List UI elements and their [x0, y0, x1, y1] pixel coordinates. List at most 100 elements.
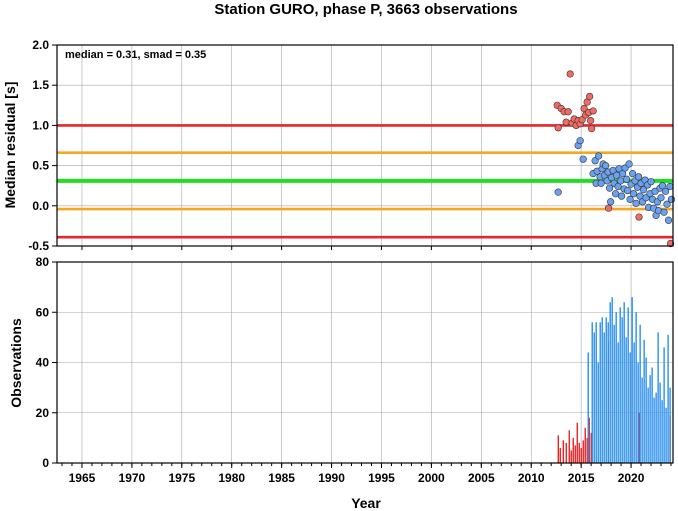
data-bar: [572, 437, 574, 463]
data-point: [611, 190, 620, 198]
data-point: [657, 194, 665, 202]
data-bar: [607, 322, 609, 463]
y-tick-label: 1.0: [32, 118, 49, 132]
data-point: [589, 107, 597, 115]
data-point: [660, 208, 668, 216]
data-point: [629, 190, 638, 198]
data-bar: [582, 440, 584, 463]
data-point: [562, 118, 570, 126]
data-bar: [599, 322, 601, 463]
data-point: [667, 195, 676, 203]
x-tick-label: 1975: [168, 471, 195, 485]
data-bar: [665, 407, 667, 463]
x-tick-label: 2015: [568, 471, 595, 485]
observations-y-axis-label: Observations: [8, 318, 24, 408]
observations-panel: 80 60 40 20 0 1965 1970 1975 1980 1985 1990 1995 200…: [8, 255, 674, 511]
data-bar: [578, 442, 580, 463]
data-point: [607, 198, 615, 206]
data-bar: [657, 332, 659, 463]
data-bar: [655, 392, 657, 463]
data-point: [595, 152, 603, 160]
data-bar: [631, 297, 633, 463]
y-tick-label: 40: [36, 356, 50, 370]
residual-y-axis-label: Median residual [s]: [2, 82, 18, 209]
x-tick-label: 1980: [218, 471, 245, 485]
y-tick-label: 0.5: [32, 159, 49, 173]
data-bar: [627, 307, 629, 463]
x-tick-label: 1995: [368, 471, 395, 485]
data-point: [586, 92, 594, 101]
data-bar: [587, 352, 589, 463]
data-point: [635, 213, 643, 221]
data-point: [647, 178, 655, 186]
data-bar: [669, 387, 671, 463]
data-point: [612, 171, 621, 179]
data-bar: [635, 312, 637, 463]
residual-points: [553, 70, 676, 248]
data-bar: [661, 400, 663, 463]
data-point: [617, 192, 626, 200]
data-point: [625, 160, 633, 168]
x-tick-label: 1970: [119, 471, 146, 485]
x-tick-label: 1965: [69, 471, 96, 485]
data-bar: [574, 445, 576, 463]
data-point: [602, 162, 610, 170]
data-bar: [580, 447, 582, 463]
observations-ticks: 80 60 40 20 0 1965 1970 1975 1980 1985 1990 1995 200…: [36, 255, 672, 485]
data-bar: [659, 382, 661, 463]
data-bar: [588, 417, 590, 463]
x-tick-label: 1985: [268, 471, 295, 485]
data-bar: [637, 362, 639, 463]
data-bar: [576, 422, 578, 463]
data-bar: [643, 339, 645, 463]
data-bar: [615, 312, 617, 463]
data-bar: [667, 334, 669, 463]
data-bar: [651, 367, 653, 463]
data-bar: [663, 347, 665, 463]
chart-title: Station GURO, phase P, 3663 observations: [214, 1, 517, 18]
data-point: [588, 125, 596, 133]
data-point: [597, 179, 605, 187]
data-point: [554, 124, 562, 132]
data-point: [651, 187, 659, 195]
x-axis-label: Year: [351, 495, 381, 511]
data-bar: [619, 307, 621, 463]
data-bar: [623, 302, 625, 463]
data-point: [591, 157, 599, 165]
residual-panel: 2.0 1.5 1.0 0.5 0.0 -0.5 median = 0.31, smad …: [2, 38, 676, 253]
data-point: [666, 239, 675, 248]
data-point: [623, 186, 632, 195]
data-bar: [603, 332, 605, 463]
y-tick-label: 20: [36, 406, 50, 420]
y-tick-label: -0.5: [28, 239, 49, 253]
y-tick-label: 60: [36, 305, 50, 319]
y-tick-label: 2.0: [32, 38, 49, 52]
data-bar: [621, 317, 623, 463]
data-point: [564, 108, 572, 116]
data-bar: [570, 450, 572, 463]
stats-annotation: median = 0.31, smad = 0.35: [65, 49, 206, 61]
data-bar: [601, 317, 603, 463]
data-point: [661, 187, 670, 195]
data-point: [658, 182, 667, 190]
data-bar: [597, 362, 599, 463]
data-point: [639, 186, 648, 194]
observation-bars: [557, 297, 671, 463]
residual-ticks: 2.0 1.5 1.0 0.5 0.0 -0.5: [28, 38, 632, 253]
data-bar: [629, 352, 631, 463]
data-point: [576, 137, 584, 145]
data-point: [663, 200, 671, 208]
data-bar: [645, 357, 647, 463]
residual-plot-frame: [56, 44, 674, 247]
x-tick-label: 2020: [618, 471, 645, 485]
data-bar: [590, 432, 592, 463]
data-bar: [559, 447, 561, 463]
data-point: [578, 116, 586, 124]
data-bar: [609, 302, 611, 463]
data-bar: [593, 332, 595, 463]
data-point: [634, 173, 643, 181]
y-tick-label: 0: [42, 456, 49, 470]
data-point: [664, 216, 673, 224]
data-bar: [584, 427, 586, 463]
